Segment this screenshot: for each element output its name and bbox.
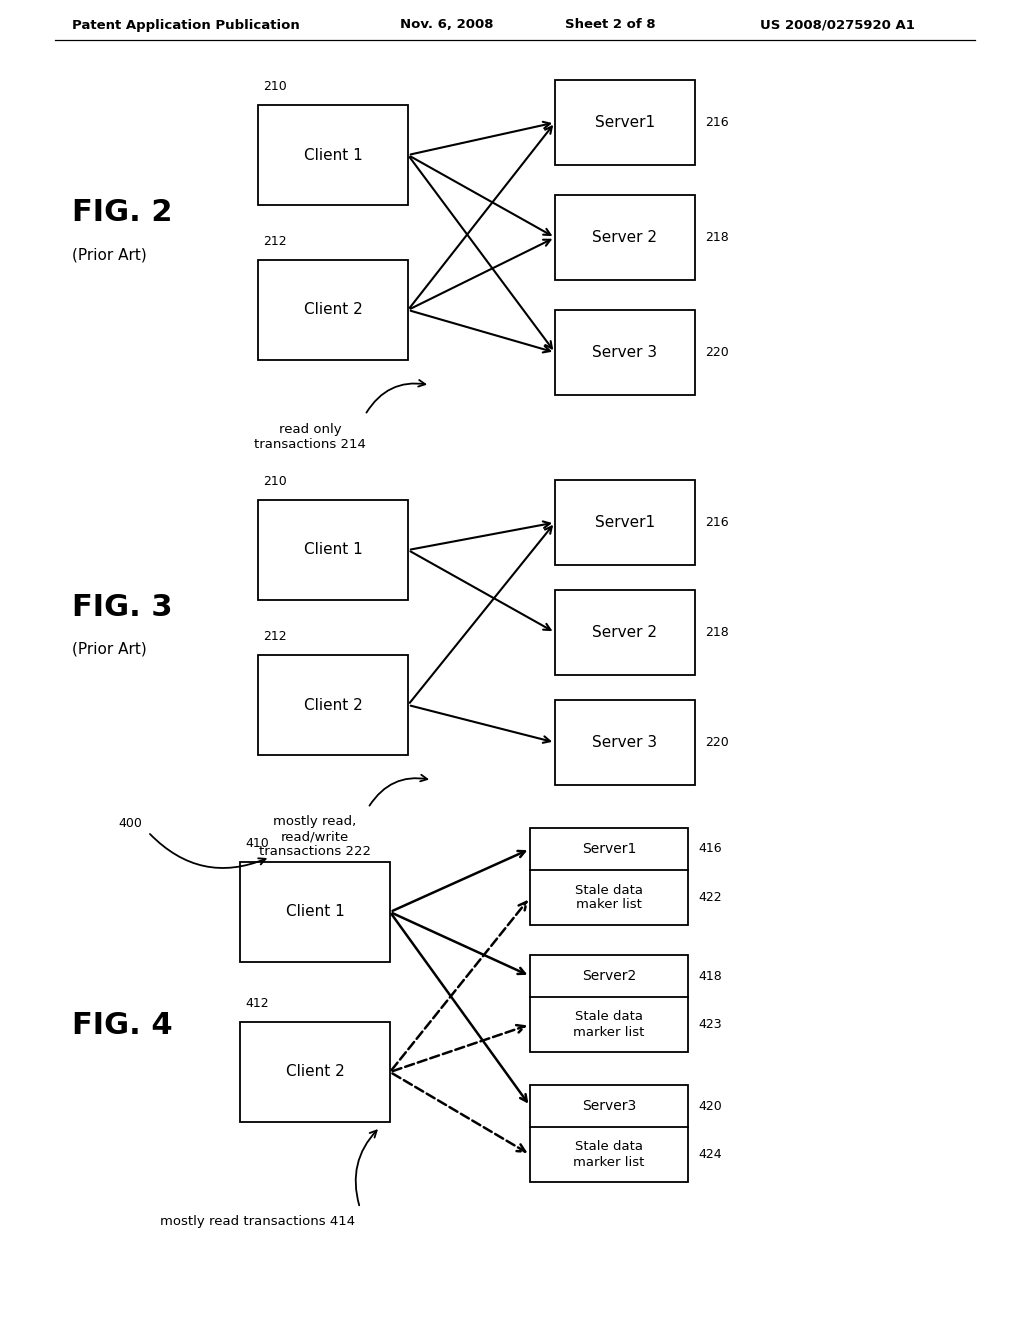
Text: Client 1: Client 1 xyxy=(304,543,362,557)
Text: read only
transactions 214: read only transactions 214 xyxy=(254,422,366,451)
Bar xyxy=(555,310,695,395)
Text: 422: 422 xyxy=(698,891,722,904)
Text: 212: 212 xyxy=(263,235,287,248)
Text: Client 2: Client 2 xyxy=(304,302,362,318)
Text: Stale data
marker list: Stale data marker list xyxy=(573,1140,645,1168)
Text: mostly read,
read/write
transactions 222: mostly read, read/write transactions 222 xyxy=(259,814,371,858)
Text: Sheet 2 of 8: Sheet 2 of 8 xyxy=(565,18,655,32)
Text: Patent Application Publication: Patent Application Publication xyxy=(72,18,300,32)
Text: Server 3: Server 3 xyxy=(593,345,657,360)
Text: 420: 420 xyxy=(698,1100,722,1113)
Text: Server1: Server1 xyxy=(595,515,655,531)
Text: Server1: Server1 xyxy=(582,842,636,855)
Bar xyxy=(555,700,695,785)
Bar xyxy=(555,590,695,675)
Text: 212: 212 xyxy=(263,630,287,643)
Bar xyxy=(258,106,408,205)
Text: Nov. 6, 2008: Nov. 6, 2008 xyxy=(400,18,494,32)
Text: Client 1: Client 1 xyxy=(286,904,344,920)
Text: Client 1: Client 1 xyxy=(304,148,362,162)
Bar xyxy=(555,195,695,280)
Text: Server 2: Server 2 xyxy=(593,230,657,246)
Text: mostly read transactions 414: mostly read transactions 414 xyxy=(161,1214,355,1228)
Text: 416: 416 xyxy=(698,842,722,855)
Bar xyxy=(555,480,695,565)
Text: 410: 410 xyxy=(245,837,268,850)
Bar xyxy=(258,500,408,601)
Bar xyxy=(240,1022,390,1122)
Bar xyxy=(530,1085,688,1181)
Text: 210: 210 xyxy=(263,475,287,488)
Text: 418: 418 xyxy=(698,969,722,982)
Text: 216: 216 xyxy=(705,116,729,129)
Text: 218: 218 xyxy=(705,231,729,244)
Text: 412: 412 xyxy=(245,997,268,1010)
Text: FIG. 4: FIG. 4 xyxy=(72,1011,173,1040)
Text: Server1: Server1 xyxy=(595,115,655,129)
Text: 216: 216 xyxy=(705,516,729,529)
Text: Server 2: Server 2 xyxy=(593,624,657,640)
Text: (Prior Art): (Prior Art) xyxy=(72,642,146,657)
Bar xyxy=(258,655,408,755)
Bar xyxy=(258,260,408,360)
Bar xyxy=(530,954,688,1052)
Text: 218: 218 xyxy=(705,626,729,639)
Bar xyxy=(530,828,688,925)
Text: Client 2: Client 2 xyxy=(304,697,362,713)
Text: 424: 424 xyxy=(698,1148,722,1162)
Text: Client 2: Client 2 xyxy=(286,1064,344,1080)
Bar xyxy=(555,81,695,165)
Text: 220: 220 xyxy=(705,737,729,748)
Text: 220: 220 xyxy=(705,346,729,359)
Bar xyxy=(240,862,390,962)
Text: Server2: Server2 xyxy=(582,969,636,983)
Text: FIG. 2: FIG. 2 xyxy=(72,198,172,227)
Text: (Prior Art): (Prior Art) xyxy=(72,247,146,261)
Text: Stale data
maker list: Stale data maker list xyxy=(575,883,643,912)
Text: FIG. 3: FIG. 3 xyxy=(72,593,172,622)
Text: 423: 423 xyxy=(698,1018,722,1031)
Text: US 2008/0275920 A1: US 2008/0275920 A1 xyxy=(760,18,914,32)
Text: Server 3: Server 3 xyxy=(593,735,657,750)
Text: 400: 400 xyxy=(118,817,142,830)
Text: Stale data
marker list: Stale data marker list xyxy=(573,1011,645,1039)
Text: 210: 210 xyxy=(263,81,287,92)
Text: Server3: Server3 xyxy=(582,1100,636,1113)
